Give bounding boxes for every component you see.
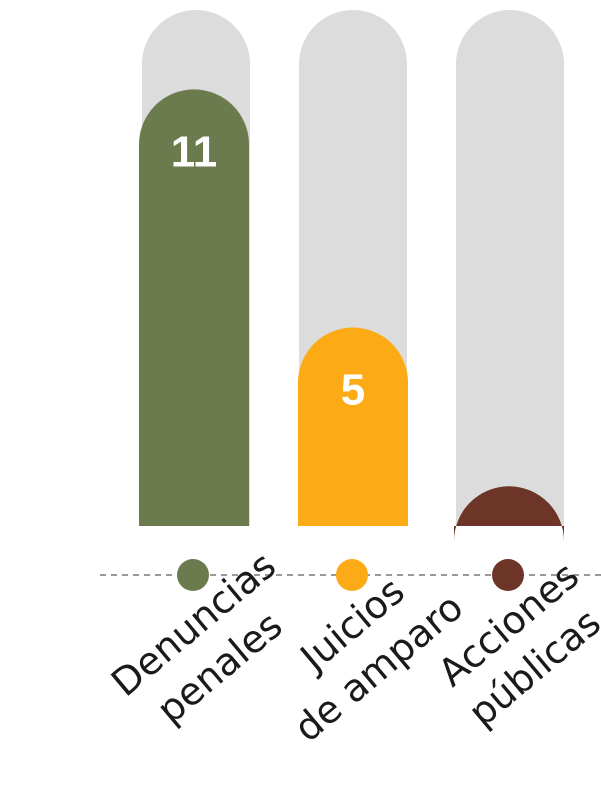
marker-dot-denuncias-penales [177, 559, 209, 591]
value-label-juicios-de-amparo: 5 [341, 366, 365, 415]
marker-dot-juicios-de-amparo [336, 559, 368, 591]
bar-denuncias-penales [139, 89, 249, 526]
bar-juicios-de-amparo [298, 327, 408, 526]
bar-track-acciones-publicas [456, 10, 564, 526]
value-label-denuncias-penales: 11 [171, 127, 218, 176]
category-markers [177, 559, 524, 591]
bar-acciones-publicas [454, 486, 564, 542]
bars [139, 89, 564, 542]
marker-dot-acciones-publicas [492, 559, 524, 591]
